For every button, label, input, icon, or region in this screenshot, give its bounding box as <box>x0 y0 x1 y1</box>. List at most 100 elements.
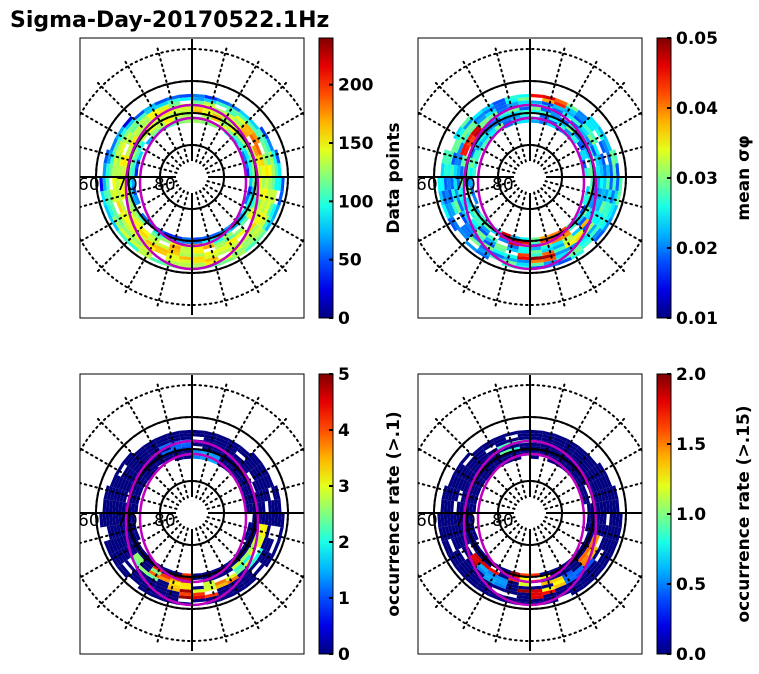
heatmap-bin <box>615 513 620 527</box>
heatmap-bin <box>597 524 603 536</box>
heatmap-bin <box>455 549 466 562</box>
heatmap-bin <box>556 458 566 467</box>
heatmap-bin <box>584 186 591 196</box>
heatmap-bin <box>125 145 133 157</box>
grid-radial-dotted <box>195 191 228 308</box>
heatmap-bin <box>472 194 479 205</box>
heatmap-bin <box>137 249 152 260</box>
heatmap-bin <box>112 216 123 230</box>
heatmap-bin <box>135 159 141 169</box>
heatmap-bin <box>154 456 165 464</box>
heatmap-bin <box>265 488 271 501</box>
heatmap-bin <box>557 562 568 570</box>
heatmap-bin <box>507 580 519 586</box>
heatmap-bin <box>243 159 249 169</box>
heatmap-bin <box>554 433 568 442</box>
heatmap-bin <box>444 150 451 164</box>
grid-radial-dotted <box>544 516 642 545</box>
heatmap-bin <box>469 494 476 504</box>
heatmap-bin <box>596 177 601 188</box>
heatmap-bin <box>456 165 461 177</box>
heatmap-bin <box>475 477 484 487</box>
heatmap-bin <box>530 106 541 111</box>
heatmap-bin <box>228 102 241 113</box>
plot-area: 60 70 80 <box>418 39 642 315</box>
heatmap-bin <box>246 195 253 207</box>
grid-radial-dotted <box>540 187 627 274</box>
heatmap-bin <box>437 513 442 528</box>
heatmap-bin <box>584 135 593 147</box>
heatmap-bin <box>455 128 466 141</box>
heatmap-bin <box>178 259 192 264</box>
heatmap-bin <box>135 463 145 474</box>
heatmap-bin <box>453 140 462 154</box>
heatmap-bin <box>134 530 141 541</box>
heatmap-bin <box>571 453 582 464</box>
heatmap-bin <box>454 153 460 166</box>
colorbar-tick-label: 100 <box>338 192 374 212</box>
heatmap-bin <box>156 458 166 467</box>
heatmap-bin <box>166 253 180 260</box>
heatmap-bin <box>612 177 617 191</box>
grid-radial-dotted <box>199 189 261 295</box>
heatmap-bin <box>204 430 218 437</box>
heatmap-bin <box>192 119 201 124</box>
heatmap-bin <box>592 479 600 492</box>
heatmap-bin <box>246 186 253 196</box>
heatmap-bin <box>586 224 598 236</box>
grid-radial-dotted <box>433 187 520 274</box>
heatmap-bin <box>250 225 262 239</box>
heatmap-bin <box>139 582 153 593</box>
heatmap-bin <box>603 189 609 202</box>
heatmap-bin <box>265 525 271 538</box>
heatmap-bin <box>120 211 130 224</box>
heatmap-bin <box>615 191 622 206</box>
heatmap-bin <box>251 131 261 144</box>
heatmap-bin <box>486 234 498 243</box>
grid-radial-dotted <box>540 80 627 167</box>
heatmap-bin <box>599 501 604 513</box>
heatmap-bin <box>120 466 130 479</box>
heatmap-bin <box>483 239 496 249</box>
heatmap-bin <box>541 437 554 443</box>
axes-frame <box>417 37 643 319</box>
heatmap-bin <box>122 451 134 465</box>
heatmap-bin <box>473 552 483 563</box>
heatmap-bin <box>128 493 135 504</box>
grid-radial-dotted <box>95 523 182 610</box>
heatmap-bin <box>103 190 110 205</box>
heatmap-bin <box>478 117 489 128</box>
heatmap-bin <box>144 558 155 568</box>
heatmap-bin <box>542 589 556 596</box>
heatmap-bin <box>470 218 481 229</box>
heatmap-bin <box>557 256 573 266</box>
heatmap-bin <box>591 227 603 241</box>
heatmap-bin <box>609 540 619 556</box>
heatmap-bin <box>118 177 123 189</box>
heatmap-bin <box>145 575 158 585</box>
heatmap-bin <box>471 445 483 457</box>
heatmap-bin <box>492 433 506 442</box>
heatmap-bin <box>131 195 138 207</box>
heatmap-bin <box>597 154 603 166</box>
heatmap-bin <box>505 98 518 104</box>
heatmap-bin <box>490 453 501 462</box>
heatmap-bin <box>172 570 183 577</box>
heatmap-bin <box>602 501 607 513</box>
heatmap-bin <box>554 584 568 593</box>
heatmap-bin <box>496 443 509 451</box>
latitude-label-60: 60 <box>78 511 100 531</box>
heatmap-bin <box>172 234 183 241</box>
heatmap-bin <box>233 226 244 237</box>
heatmap-bin <box>240 486 247 497</box>
heatmap-bin <box>235 229 247 240</box>
heatmap-bin <box>246 158 253 168</box>
heatmap-bin <box>457 188 463 200</box>
heatmap-bin <box>530 455 539 460</box>
heatmap-bin <box>167 434 180 440</box>
heatmap-bin <box>113 488 119 501</box>
panel-bottom-left: 60 70 80 0 1 2 3 4 5 occurrence rate (>.1) <box>78 365 404 665</box>
heatmap-bin <box>505 586 518 592</box>
grid-radial-dotted <box>542 520 642 579</box>
